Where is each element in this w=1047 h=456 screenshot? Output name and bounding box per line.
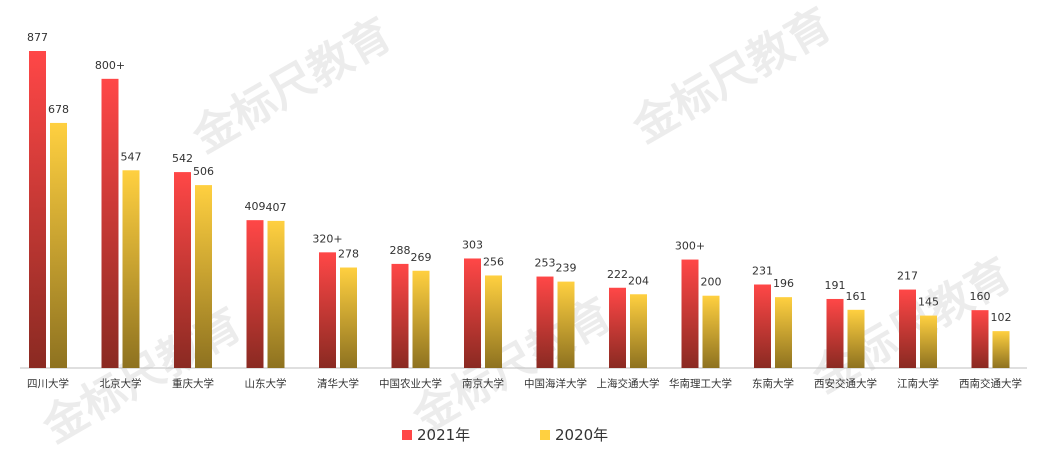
bar-2021-7: [536, 276, 554, 368]
data-label-2020-1: 547: [121, 150, 142, 163]
data-label-2021-11: 191: [825, 279, 846, 292]
data-label-2020-7: 239: [556, 262, 577, 275]
data-label-2021-0: 877: [27, 31, 48, 44]
data-label-2020-0: 678: [48, 103, 69, 116]
legend-label-2020: 2020年: [555, 426, 609, 444]
data-label-2021-2: 542: [172, 152, 193, 165]
data-label-2021-3: 409: [245, 200, 266, 213]
data-label-2021-4: 320+: [312, 232, 342, 245]
bar-2021-3: [246, 220, 264, 368]
bar-2021-4: [319, 252, 336, 368]
category-label-3: 山东大学: [245, 377, 287, 390]
bar-2020-2: [195, 185, 212, 368]
bar-2020-10: [775, 297, 792, 368]
bar-2021-1: [101, 78, 119, 368]
data-label-2021-6: 303: [462, 238, 483, 251]
bar-2021-10: [754, 284, 771, 368]
legend-label-2021: 2021年: [417, 426, 471, 444]
bar-2020-1: [122, 170, 140, 368]
bar-2021-6: [464, 258, 481, 368]
category-label-12: 江南大学: [897, 377, 939, 390]
bar-2020-4: [340, 267, 357, 368]
bar-2021-9: [681, 259, 699, 368]
data-label-2021-12: 217: [897, 270, 918, 283]
category-label-1: 北京大学: [100, 377, 142, 390]
bar-2020-3: [267, 220, 285, 368]
data-label-2020-8: 204: [628, 274, 649, 287]
bar-2020-13: [992, 331, 1010, 368]
data-label-2020-5: 269: [411, 251, 432, 264]
data-label-2021-9: 300+: [675, 240, 705, 253]
bar-2021-5: [391, 263, 409, 368]
bar-2021-8: [609, 287, 626, 368]
data-label-2021-8: 222: [607, 268, 628, 281]
bar-2020-0: [50, 122, 67, 368]
data-label-2020-6: 256: [483, 255, 504, 268]
bar-2021-2: [174, 172, 191, 368]
bar-2020-6: [485, 275, 502, 368]
category-label-11: 西安交通大学: [814, 377, 877, 390]
bar-2020-11: [847, 309, 865, 368]
category-label-8: 上海交通大学: [597, 377, 660, 390]
data-label-2020-10: 196: [773, 277, 794, 290]
bar-2021-0: [29, 51, 46, 368]
legend-item-2020: 2020年: [540, 424, 608, 445]
data-label-2020-13: 102: [991, 311, 1012, 324]
data-label-2021-7: 253: [535, 257, 556, 270]
category-label-13: 西南交通大学: [959, 377, 1022, 390]
category-label-7: 中国海洋大学: [524, 377, 587, 390]
data-label-2020-3: 407: [266, 201, 287, 214]
data-label-2020-12: 145: [918, 296, 939, 309]
category-label-5: 中国农业大学: [379, 377, 442, 390]
legend: 2021年 2020年: [0, 424, 1047, 444]
category-label-0: 四川大学: [27, 377, 69, 390]
category-label-2: 重庆大学: [172, 377, 214, 390]
bar-2020-8: [630, 294, 647, 368]
data-label-2020-9: 200: [701, 276, 722, 289]
legend-item-2021: 2021年: [402, 424, 470, 445]
data-label-2020-11: 161: [846, 290, 867, 303]
data-label-2021-1: 800+: [95, 59, 125, 72]
bar-2021-12: [899, 289, 916, 368]
data-label-2021-5: 288: [390, 244, 411, 257]
bar-2020-7: [557, 281, 575, 368]
bar-2021-13: [971, 310, 989, 368]
category-label-6: 南京大学: [462, 377, 504, 390]
bar-2021-11: [826, 298, 844, 368]
legend-swatch-2020: [540, 429, 550, 440]
category-label-4: 清华大学: [317, 377, 359, 390]
data-label-2021-13: 160: [970, 290, 991, 303]
category-label-9: 华南理工大学: [669, 377, 732, 390]
data-label-2020-4: 278: [338, 248, 359, 261]
bar-2020-5: [412, 270, 430, 368]
bar-2020-9: [702, 295, 720, 368]
data-label-2021-10: 231: [752, 265, 773, 278]
data-label-2020-2: 506: [193, 165, 214, 178]
bar-2020-12: [920, 315, 937, 368]
legend-swatch-2021: [402, 429, 412, 440]
category-label-10: 东南大学: [752, 377, 794, 390]
